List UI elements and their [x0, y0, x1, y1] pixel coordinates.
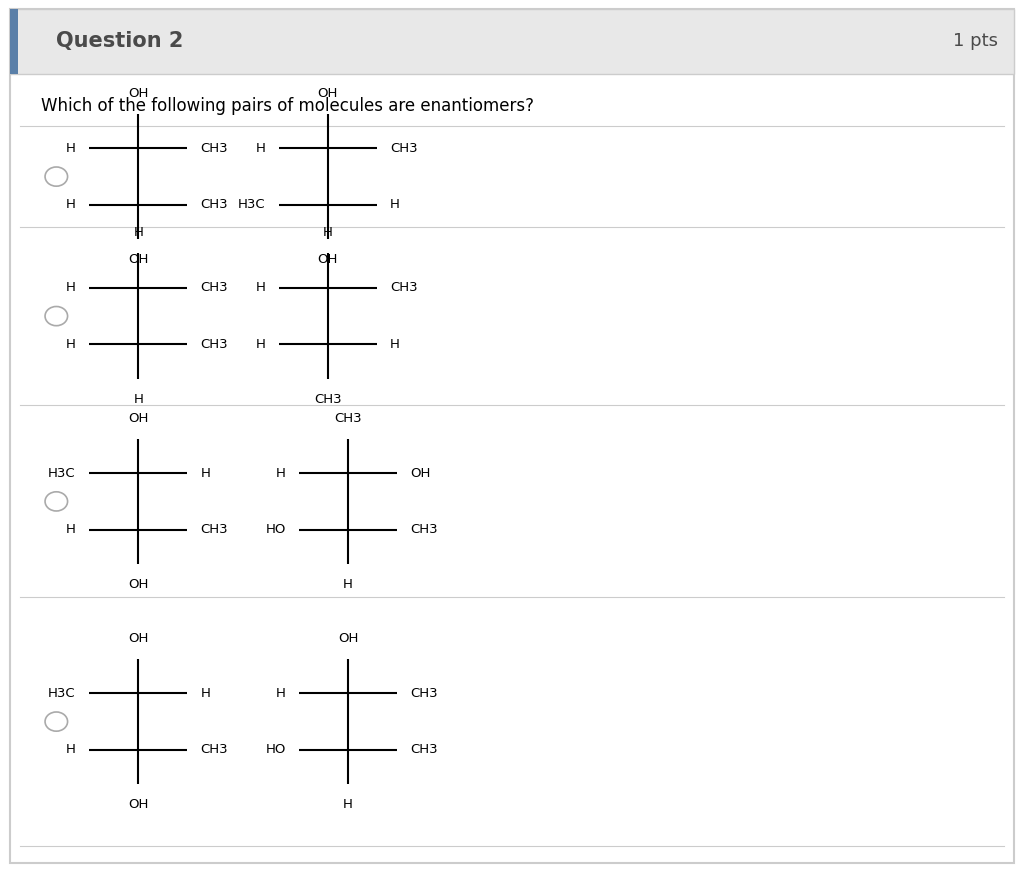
Text: CH3: CH3 — [201, 282, 228, 295]
Text: H: H — [66, 142, 76, 155]
Text: OH: OH — [411, 467, 431, 480]
Text: H: H — [255, 282, 265, 295]
Text: H: H — [201, 467, 211, 480]
Text: H: H — [255, 337, 265, 351]
Text: OH: OH — [317, 253, 338, 266]
Text: OH: OH — [128, 253, 148, 266]
Text: H: H — [323, 227, 333, 240]
Text: CH3: CH3 — [201, 142, 228, 155]
Text: H3C: H3C — [238, 198, 265, 211]
Text: H: H — [133, 227, 143, 240]
Text: CH3: CH3 — [201, 337, 228, 351]
Text: H: H — [390, 198, 400, 211]
Text: CH3: CH3 — [411, 687, 438, 700]
Text: HO: HO — [265, 743, 286, 756]
Text: CH3: CH3 — [314, 392, 341, 405]
Text: Which of the following pairs of molecules are enantiomers?: Which of the following pairs of molecule… — [41, 98, 534, 115]
Text: H: H — [255, 142, 265, 155]
Text: H: H — [201, 687, 211, 700]
Text: H: H — [66, 282, 76, 295]
Text: OH: OH — [128, 632, 148, 645]
Text: H: H — [66, 743, 76, 756]
Text: OH: OH — [128, 87, 148, 100]
Text: H: H — [343, 799, 353, 811]
Text: CH3: CH3 — [335, 412, 361, 425]
Text: OH: OH — [128, 799, 148, 811]
Text: H: H — [275, 467, 286, 480]
Text: CH3: CH3 — [411, 743, 438, 756]
Text: CH3: CH3 — [201, 523, 228, 536]
Text: H: H — [66, 198, 76, 211]
Text: CH3: CH3 — [201, 743, 228, 756]
Text: CH3: CH3 — [411, 523, 438, 536]
Text: H: H — [390, 337, 400, 351]
Text: H: H — [275, 687, 286, 700]
FancyBboxPatch shape — [10, 9, 1014, 863]
Text: OH: OH — [317, 87, 338, 100]
Text: CH3: CH3 — [390, 282, 418, 295]
Text: H: H — [66, 337, 76, 351]
Text: H: H — [133, 392, 143, 405]
Text: Question 2: Question 2 — [56, 31, 183, 51]
Text: CH3: CH3 — [390, 142, 418, 155]
Text: H: H — [343, 578, 353, 591]
Text: H3C: H3C — [48, 687, 76, 700]
Text: H: H — [66, 523, 76, 536]
Text: OH: OH — [338, 632, 358, 645]
Text: OH: OH — [128, 578, 148, 591]
Text: 1 pts: 1 pts — [953, 32, 998, 51]
Text: H3C: H3C — [48, 467, 76, 480]
Text: OH: OH — [128, 412, 148, 425]
Text: HO: HO — [265, 523, 286, 536]
Text: CH3: CH3 — [201, 198, 228, 211]
Bar — [10, 9, 18, 74]
Bar — [10, 9, 1014, 74]
